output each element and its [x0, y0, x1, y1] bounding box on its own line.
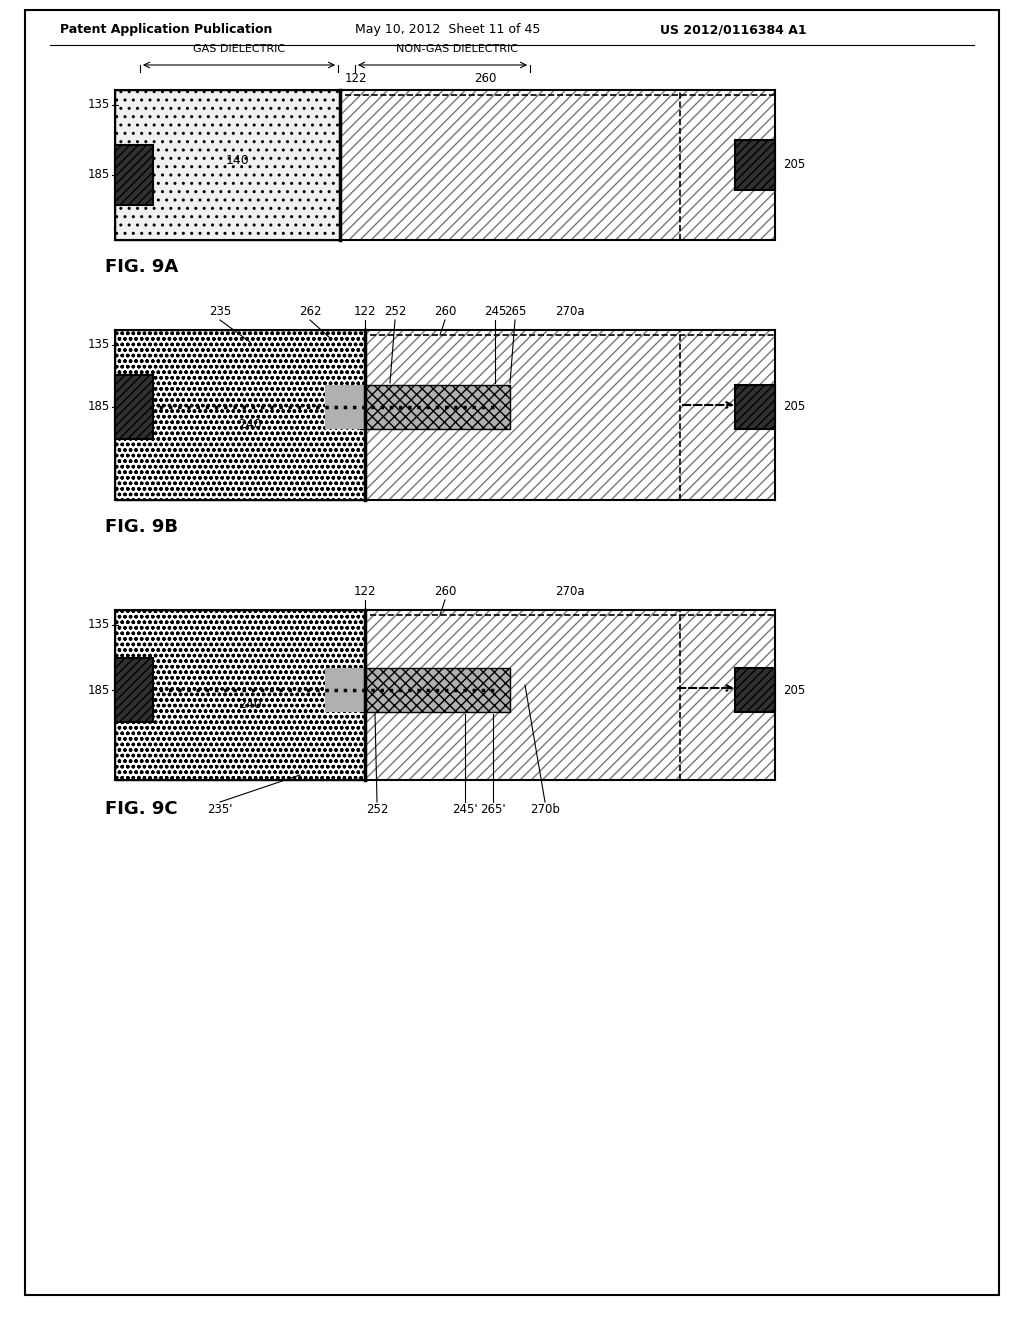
Bar	[360, 668, 510, 711]
Text: 240: 240	[239, 418, 262, 432]
Text: 260: 260	[434, 585, 456, 598]
Bar	[115, 90, 340, 240]
Text: FIG. 9A: FIG. 9A	[105, 257, 178, 276]
Text: 240: 240	[239, 698, 262, 711]
Text: 122: 122	[353, 305, 376, 318]
Text: 252: 252	[366, 803, 388, 816]
Bar	[115, 657, 153, 722]
Text: 260: 260	[474, 73, 497, 84]
Text: 252: 252	[384, 305, 407, 318]
Text: May 10, 2012  Sheet 11 of 45: May 10, 2012 Sheet 11 of 45	[355, 24, 541, 37]
Bar	[115, 330, 365, 500]
Text: 122: 122	[345, 73, 368, 84]
Text: US 2012/0116384 A1: US 2012/0116384 A1	[660, 24, 807, 37]
Text: FIG. 9B: FIG. 9B	[105, 517, 178, 536]
Text: NON-GAS DIELECTRIC: NON-GAS DIELECTRIC	[396, 44, 518, 54]
Text: 270a: 270a	[555, 305, 585, 318]
Text: Patent Application Publication: Patent Application Publication	[60, 24, 272, 37]
Text: 185: 185	[88, 400, 110, 413]
Text: 260: 260	[434, 305, 456, 318]
Text: 205: 205	[783, 684, 805, 697]
Text: 140: 140	[225, 153, 250, 166]
Text: 265: 265	[504, 305, 526, 318]
Text: 135: 135	[88, 338, 110, 351]
Text: 245: 245	[483, 305, 506, 318]
Bar	[365, 330, 775, 500]
Bar	[735, 385, 775, 429]
Text: 262: 262	[299, 305, 322, 318]
Bar	[365, 610, 775, 780]
Bar	[115, 145, 153, 205]
Text: 185: 185	[88, 684, 110, 697]
Bar	[735, 140, 775, 190]
Text: 235: 235	[209, 305, 231, 318]
Bar	[340, 90, 775, 240]
Text: 135: 135	[88, 99, 110, 111]
Text: 135: 135	[88, 619, 110, 631]
Text: 270b: 270b	[530, 803, 560, 816]
Text: 205: 205	[783, 400, 805, 413]
Bar	[115, 610, 365, 780]
Text: 245': 245'	[453, 803, 478, 816]
Bar	[360, 385, 510, 429]
Text: 185: 185	[88, 169, 110, 181]
Bar	[325, 668, 365, 711]
Text: FIG. 9C: FIG. 9C	[105, 800, 177, 818]
Bar	[735, 668, 775, 711]
Text: 122: 122	[353, 585, 376, 598]
Text: 205: 205	[783, 158, 805, 172]
Text: 265': 265'	[480, 803, 506, 816]
Text: GAS DIELECTRIC: GAS DIELECTRIC	[193, 44, 285, 54]
Bar	[115, 375, 153, 440]
Bar	[325, 385, 365, 429]
Text: 235': 235'	[207, 803, 232, 816]
Text: 270a: 270a	[555, 585, 585, 598]
